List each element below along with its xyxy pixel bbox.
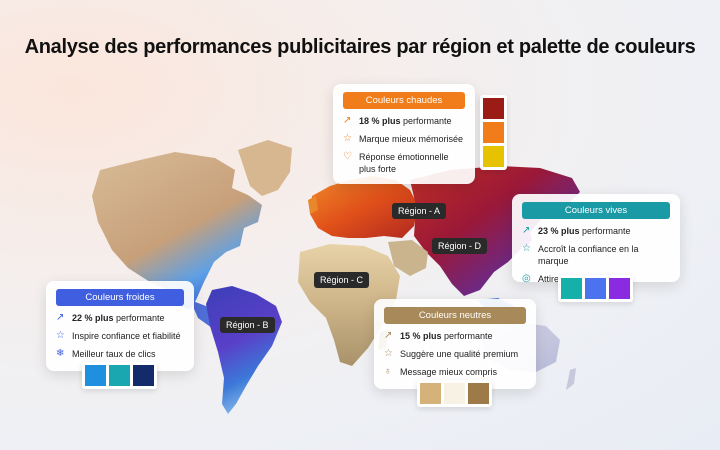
card-neutres-row: ↗ 15 % plus performante (384, 330, 526, 342)
europe-shape (310, 176, 418, 238)
swatch (609, 278, 630, 299)
row-text: performante (400, 116, 452, 126)
swatch (561, 278, 582, 299)
row-text: Meilleur taux de clics (72, 349, 156, 359)
swatches-neutres (417, 380, 492, 407)
swatch (444, 383, 465, 404)
eye-icon: ◎ (522, 273, 531, 284)
card-couleurs-vives: Couleurs vives ↗ 23 % plus performante ☆… (512, 194, 680, 284)
row-bold: 22 % plus (72, 313, 114, 323)
row-text: Suggère une qualité premium (400, 349, 519, 359)
card-chaudes-row: ↗ 18 % plus performante (343, 115, 465, 127)
star-icon: ☆ (56, 330, 65, 341)
row-text: performante (113, 313, 165, 323)
region-b-label: Région - B (220, 317, 275, 333)
south-america-shape (206, 286, 282, 414)
row-bold: 15 % plus (400, 331, 442, 341)
snowflake-icon: ❄ (56, 348, 65, 359)
bulb-icon: ♁ (384, 366, 392, 377)
card-couleurs-neutres: Couleurs neutres ↗ 15 % plus performante… (374, 299, 536, 389)
card-vives-row: ☆ Accroît la confiance en la marque (522, 243, 670, 267)
swatch (133, 365, 154, 386)
trend-up-icon: ↗ (522, 225, 531, 236)
swatch (420, 383, 441, 404)
page-title: Analyse des performances publicitaires p… (24, 36, 696, 58)
card-froides-row: ☆ Inspire confiance et fiabilité (56, 330, 184, 342)
row-text: Inspire confiance et fiabilité (72, 331, 181, 341)
card-neutres-row: ♁ Message mieux compris (384, 366, 526, 378)
trend-up-icon: ↗ (384, 330, 393, 341)
swatch (483, 146, 504, 167)
greenland-shape (238, 140, 292, 196)
card-froides-row: ↗ 22 % plus performante (56, 312, 184, 324)
swatches-chaudes (480, 95, 507, 170)
row-text: performante (441, 331, 493, 341)
star-icon: ☆ (522, 243, 531, 254)
row-text: Accroît la confiance en la marque (538, 244, 639, 266)
swatches-froides (82, 362, 157, 389)
card-couleurs-chaudes: Couleurs chaudes ↗ 18 % plus performante… (333, 84, 475, 184)
card-vives-row: ↗ 23 % plus performante (522, 225, 670, 237)
region-c-label: Région - C (314, 272, 370, 288)
swatch (585, 278, 606, 299)
row-text: performante (579, 226, 631, 236)
swatches-vives (558, 275, 633, 302)
swatch (468, 383, 489, 404)
new-zealand-shape (566, 368, 576, 390)
row-bold: 23 % plus (538, 226, 580, 236)
row-text: Réponse émotionnelle plus forte (359, 152, 449, 174)
swatch (483, 98, 504, 119)
card-couleurs-froides: Couleurs froides ↗ 22 % plus performante… (46, 281, 194, 371)
region-d-label: Région - D (432, 238, 488, 254)
middle-east-shape (388, 240, 428, 276)
swatch (85, 365, 106, 386)
card-froides-row: ❄ Meilleur taux de clics (56, 348, 184, 360)
card-chaudes-row: ♡ Réponse émotionnelle plus forte (343, 151, 465, 175)
swatch (109, 365, 130, 386)
trend-up-icon: ↗ (56, 312, 65, 323)
card-chaudes-row: ☆ Marque mieux mémorisée (343, 133, 465, 145)
card-neutres-label: Couleurs neutres (384, 307, 526, 324)
north-america-shape (92, 152, 262, 310)
heart-icon: ♡ (343, 151, 352, 162)
swatch (483, 122, 504, 143)
row-text: Message mieux compris (400, 367, 498, 377)
region-a-label: Région - A (392, 203, 447, 219)
star-icon: ☆ (343, 133, 352, 144)
row-bold: 18 % plus (359, 116, 401, 126)
card-vives-label: Couleurs vives (522, 202, 670, 219)
uk-shape (308, 196, 318, 214)
card-neutres-row: ☆ Suggère une qualité premium (384, 348, 526, 360)
card-chaudes-label: Couleurs chaudes (343, 92, 465, 109)
row-text: Marque mieux mémorisée (359, 134, 464, 144)
star-icon: ☆ (384, 348, 393, 359)
card-froides-label: Couleurs froides (56, 289, 184, 306)
trend-up-icon: ↗ (343, 115, 352, 126)
